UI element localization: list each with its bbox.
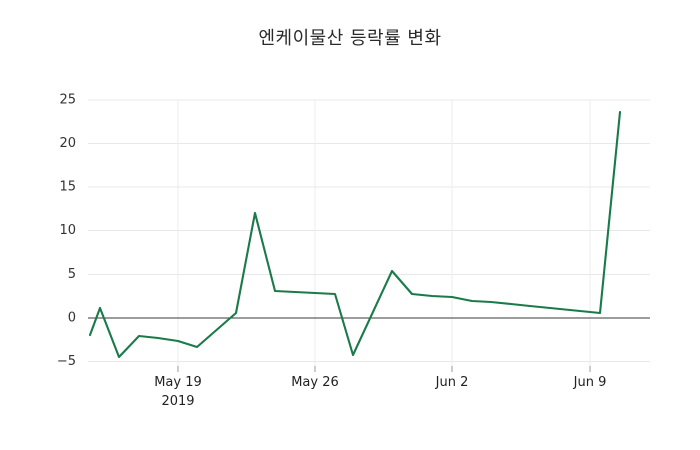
x-axis-ticks-group xyxy=(177,366,591,372)
x-axis-tick-label-3: Jun 9 xyxy=(573,375,607,390)
y-axis-tick-label-2: 5 xyxy=(68,267,76,282)
y-axis-tick-label-1: 0 xyxy=(68,311,76,326)
y-axis-tick-label-4: 15 xyxy=(59,180,76,195)
x-axis-year-label-0: 2019 xyxy=(161,394,194,409)
y-axis-tick-label-5: 20 xyxy=(59,136,76,151)
series-line-change-rate xyxy=(88,110,622,359)
y-axis-labels-group: −5 0 5 10 15 20 25 xyxy=(57,92,76,369)
x-axis-tick-label-0: May 19 xyxy=(154,375,202,390)
data-series-group xyxy=(88,110,622,359)
vertical-gridlines-group xyxy=(177,99,591,366)
x-axis-labels-group: May 19 2019 May 26 Jun 2 Jun 9 xyxy=(154,375,606,409)
x-axis-tick-label-2: Jun 2 xyxy=(435,375,469,390)
x-axis-tick-label-1: May 26 xyxy=(291,375,339,390)
y-axis-tick-label-6: 25 xyxy=(59,92,76,107)
y-axis-tick-label-3: 10 xyxy=(59,223,76,238)
y-axis-tick-label-0: −5 xyxy=(57,354,76,369)
chart-title: 엔케이물산 등락률 변화 xyxy=(258,28,442,49)
